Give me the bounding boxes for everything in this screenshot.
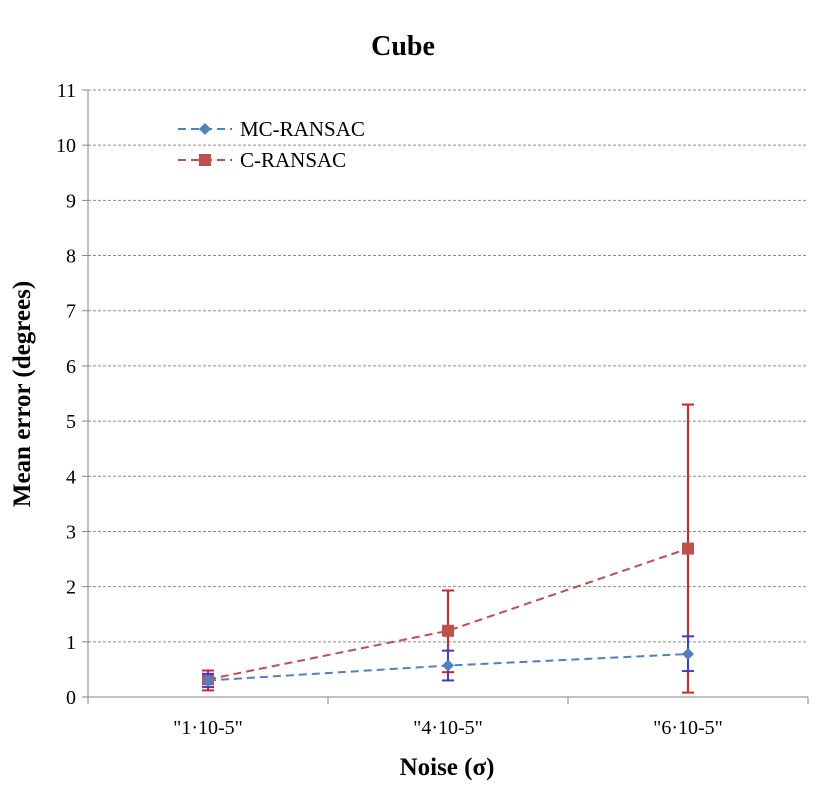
series-line-c-ransac xyxy=(207,547,689,681)
data-point-mc-ransac xyxy=(442,659,454,672)
axes: 0 1 2 3 4 5 6 7 8 9 10 11 "1·10-5" "4·10-5" "6·10-5" xyxy=(56,80,809,739)
series-c-ransac xyxy=(202,403,694,694)
legend-item-mc-ransac: MC-RANSAC xyxy=(178,117,365,141)
data-point-mc-ransac xyxy=(202,674,214,687)
legend-marker xyxy=(199,123,211,135)
x-axis-label: Noise (σ) xyxy=(400,754,495,781)
grid-lines xyxy=(88,89,808,643)
y-tick-label: 4 xyxy=(66,466,76,488)
y-tick-label: 1 xyxy=(66,632,76,654)
legend: MC-RANSAC C-RANSAC xyxy=(178,117,365,172)
x-tick-label: "4·10-5" xyxy=(413,717,483,739)
y-tick-label: 5 xyxy=(66,411,76,433)
x-tick-label: "6·10-5" xyxy=(653,717,723,739)
y-tick-label: 6 xyxy=(66,356,76,378)
y-tick-label: 0 xyxy=(66,687,76,709)
legend-label: MC-RANSAC xyxy=(240,117,365,141)
legend-item-c-ransac: C-RANSAC xyxy=(178,148,346,172)
y-tick-label: 7 xyxy=(66,301,76,323)
y-tick-label: 8 xyxy=(66,246,76,268)
y-tick-label: 2 xyxy=(66,577,76,599)
y-tick-label: 3 xyxy=(66,521,76,543)
chart-title: Cube xyxy=(371,31,435,62)
legend-label: C-RANSAC xyxy=(240,148,346,172)
x-tick-label: "1·10-5" xyxy=(173,717,243,739)
series-mc-ransac xyxy=(202,635,694,689)
y-axis-label: Mean error (degrees) xyxy=(9,281,36,507)
series-layer xyxy=(202,403,694,694)
data-point-mc-ransac xyxy=(682,647,694,660)
y-tick-label: 9 xyxy=(66,190,76,212)
legend-marker xyxy=(199,154,211,166)
y-tick-label: 11 xyxy=(57,80,76,102)
data-point-c-ransac xyxy=(442,624,454,637)
data-point-c-ransac xyxy=(682,542,694,555)
y-tick-label: 10 xyxy=(56,135,76,157)
